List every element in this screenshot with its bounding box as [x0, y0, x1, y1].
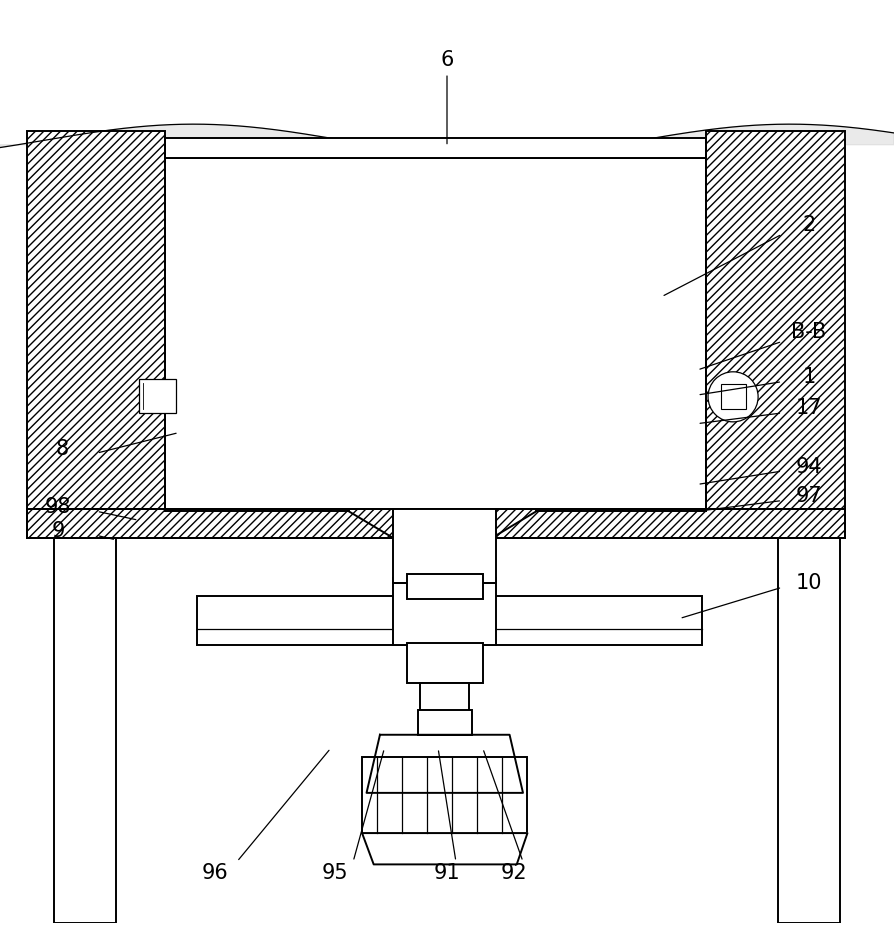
Bar: [165, 158, 706, 512]
Bar: [393, 510, 496, 583]
Text: B-B: B-B: [791, 322, 827, 342]
Text: 10: 10: [796, 573, 822, 592]
Bar: [418, 709, 472, 735]
Bar: [721, 384, 746, 409]
Text: 98: 98: [45, 496, 72, 516]
Bar: [393, 578, 496, 646]
Bar: [706, 131, 845, 512]
Bar: [27, 510, 845, 538]
Text: 17: 17: [796, 398, 822, 418]
Circle shape: [708, 372, 758, 422]
Bar: [139, 378, 176, 413]
Bar: [362, 757, 527, 833]
Text: 94: 94: [796, 456, 822, 476]
Text: 1: 1: [803, 367, 815, 387]
Polygon shape: [367, 735, 523, 793]
Text: 6: 6: [441, 49, 453, 69]
Bar: [407, 573, 483, 599]
Bar: [407, 643, 483, 683]
Bar: [197, 596, 702, 646]
Text: 96: 96: [201, 864, 228, 883]
Bar: [27, 131, 165, 512]
Text: 92: 92: [501, 864, 527, 883]
Text: 9: 9: [52, 521, 64, 541]
Text: 2: 2: [803, 215, 815, 235]
Bar: [27, 510, 845, 538]
Bar: [165, 139, 706, 158]
Text: 95: 95: [322, 864, 349, 883]
Bar: [420, 683, 469, 712]
Polygon shape: [362, 833, 527, 864]
Text: 91: 91: [434, 864, 460, 883]
Bar: [54, 536, 116, 922]
Bar: [778, 536, 840, 922]
Text: 97: 97: [796, 486, 822, 506]
Text: 8: 8: [56, 438, 69, 458]
